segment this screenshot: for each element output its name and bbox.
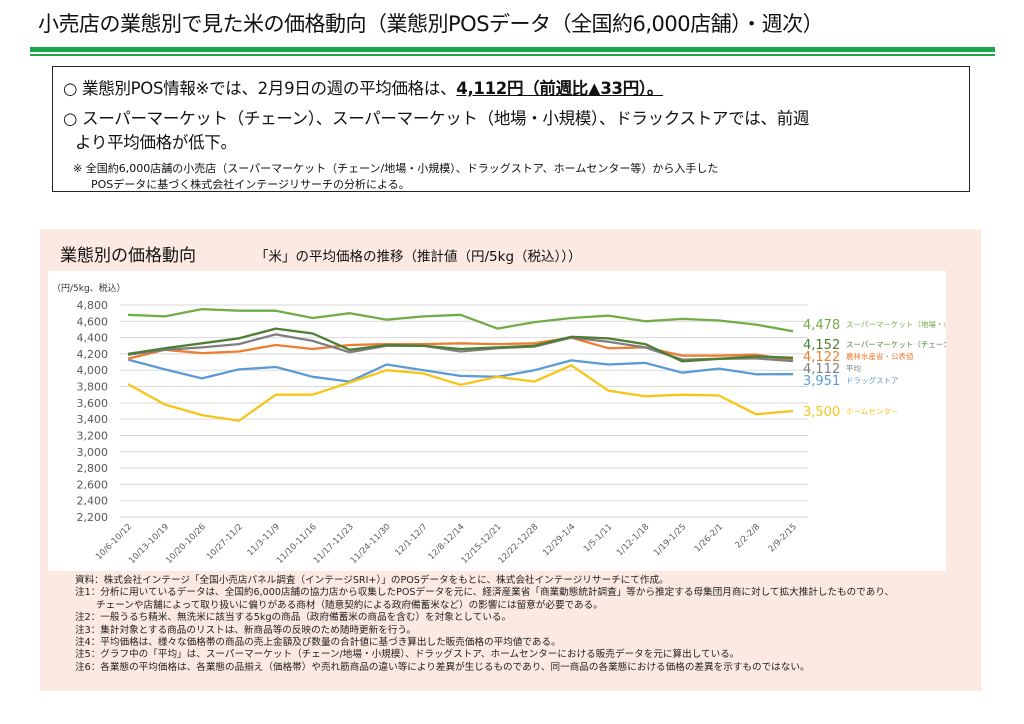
series-lines [127,307,794,422]
series-end-labels: 4,478 スーパーマーケット（地場・小規模） 4,152 スーパーマーケット（チェー… [803,318,973,420]
x-tick-label: 10/6-10/12 [94,522,134,562]
series-legend-name: スーパーマーケット（地場・小規模） [846,319,946,329]
average-price-highlight: 4,112円（前週比▲33円）。 [456,79,664,98]
series-line [127,307,794,333]
footnote-line: 注1：分析に用いているデータは、全国約6,000店舗の協力店から収集したPOSデ… [75,587,895,599]
panel-subtitle: 「米」の平均価格の推移（推計値（円/5kg（税込））） [255,249,582,265]
title-divider-thick [30,47,995,52]
series-legend-name: スーパーマーケット（チェーン） [846,340,946,349]
x-tick-label: 1/5-1/11 [582,522,614,554]
chart-area: （円/5kg、税込） 4,800 4,600 4,400 4,200 4,000 3,80… [48,271,973,571]
page-title: 小売店の業態別で見た米の価格動向（業態別POSデータ（全国約6,000店舗）・週… [38,12,824,36]
x-tick-label: 12/22-12/28 [497,522,541,566]
summary-note-2: POSデータに基づく株式会社インテージリサーチの分析による。 [91,178,410,191]
y-tick-label: 3,000 [77,446,109,459]
y-axis-ticks: 4,800 4,600 4,400 4,200 4,000 3,800 3,600 3,400… [77,299,109,524]
y-tick-label: 4,600 [77,315,109,328]
x-tick-label: 11/3-11/9 [246,522,282,558]
y-tick-label: 4,400 [77,332,109,345]
x-tick-label: 11/24-11/30 [349,522,393,566]
price-trend-line-chart: （円/5kg、税込） 4,800 4,600 4,400 4,200 4,000 3,80… [52,282,973,566]
series-end-value: 3,500 [803,405,840,420]
x-tick-label: 1/12-1/18 [615,522,651,558]
footnote-line: 注6：各業態の平均価格は、各業態の品揃え（価格帯）や売れ筋商品の違い等により差異… [75,661,810,673]
summary-line-3: より平均価格が低下。 [75,133,237,152]
y-tick-label: 3,600 [77,397,109,410]
summary-box: ○ 業態別POS情報※では、2月9日の週の平均価格は、4,112円（前週比▲33… [52,66,970,192]
y-tick-label: 2,600 [77,478,109,491]
x-tick-label: 1/19-1/25 [652,522,688,558]
summary-note-1: ※ 全国約6,000店舗の小売店（スーパーマーケット（チェーン/地場・小規模）、… [73,162,719,175]
series-legend-name: ドラッグストア [846,375,899,385]
y-tick-label: 4,800 [77,299,109,312]
summary-line-2: ○ スーパーマーケット（チェーン）、スーパーマーケット（地場・小規模）、ドラック… [63,109,810,128]
series-end-value: 3,951 [803,374,840,389]
y-axis-unit-label: （円/5kg、税込） [52,282,126,294]
x-tick-label: 1/26-2/1 [693,522,725,554]
x-tick-label: 12/29-1/4 [541,522,577,558]
footnotes: 資料：株式会社インテージ「全国小売店パネル調査（インテージSRI+）」のPOSデ… [75,575,894,674]
y-tick-label: 4,000 [77,364,109,377]
series-legend-name: ホームセンター [846,407,898,416]
series-end-value: 4,122 [803,350,840,365]
x-tick-label: 2/9-2/15 [767,522,799,554]
gridlines [120,304,808,518]
y-tick-label: 3,400 [77,413,109,426]
series-end-value: 4,112 [803,362,840,377]
summary-line-1-text: ○ 業態別POS情報※では、2月9日の週の平均価格は、 [63,79,457,98]
series-line [127,358,794,383]
series-legend-name: 平均 [846,363,861,373]
title-divider-thin [30,54,995,56]
x-tick-label: 12/1-12/7 [393,522,429,558]
series-line [127,336,794,362]
y-tick-label: 2,800 [77,462,109,475]
footnote-line: 注3：集計対象とする商品のリストは、新商品等の反映のため随時更新を行う。 [75,624,417,636]
series-legend-name: 農林水産省・公表値 [846,351,914,361]
footnote-line: 資料：株式会社インテージ「全国小売店パネル調査（インテージSRI+）」のPOSデ… [75,575,669,586]
x-tick-label: 2/2-2/8 [734,522,763,551]
series-line [127,327,794,363]
footnote-line: 注5：グラフ中の「平均」は、スーパーマーケット（チェーン/地場・小規模）、ドラッ… [75,649,740,661]
y-tick-label: 2,200 [77,511,109,524]
series-line [127,333,794,363]
x-tick-label: 10/27-11/2 [205,522,245,562]
series-end-value: 4,152 [803,338,840,353]
y-tick-label: 2,400 [77,495,109,508]
panel-title: 業態別の価格動向 [60,246,196,266]
x-tick-label: 10/20-10/26 [164,522,208,566]
x-axis-ticks: 10/6-10/1210/13-10/1910/20-10/2610/27-11… [94,522,799,566]
series-line [127,364,794,422]
footnote-line: 注4：平均価格は、様々な価格帯の商品の売上金額及び数量の合計値に基づき算出した販… [75,637,561,649]
y-tick-label: 3,800 [77,381,109,394]
y-tick-label: 4,200 [77,348,109,361]
footnote-line: チェーンや店舗によって取り扱いに偏りがある商材（随意契約による政府備蓄米など）の… [96,599,603,611]
summary-line-1: ○ 業態別POS情報※では、2月9日の週の平均価格は、4,112円（前週比▲33… [63,75,663,99]
x-tick-label: 12/8-12/14 [427,522,467,562]
y-tick-label: 3,200 [77,429,109,442]
series-end-value: 4,478 [803,318,840,333]
chart-panel: 業態別の価格動向 「米」の平均価格の推移（推計値（円/5kg（税込））） （円/… [40,229,981,691]
footnote-line: 注2：一般うるち精米、無洗米に該当する5kgの商品（政府備蓄米の商品を含む）を対… [75,612,512,624]
